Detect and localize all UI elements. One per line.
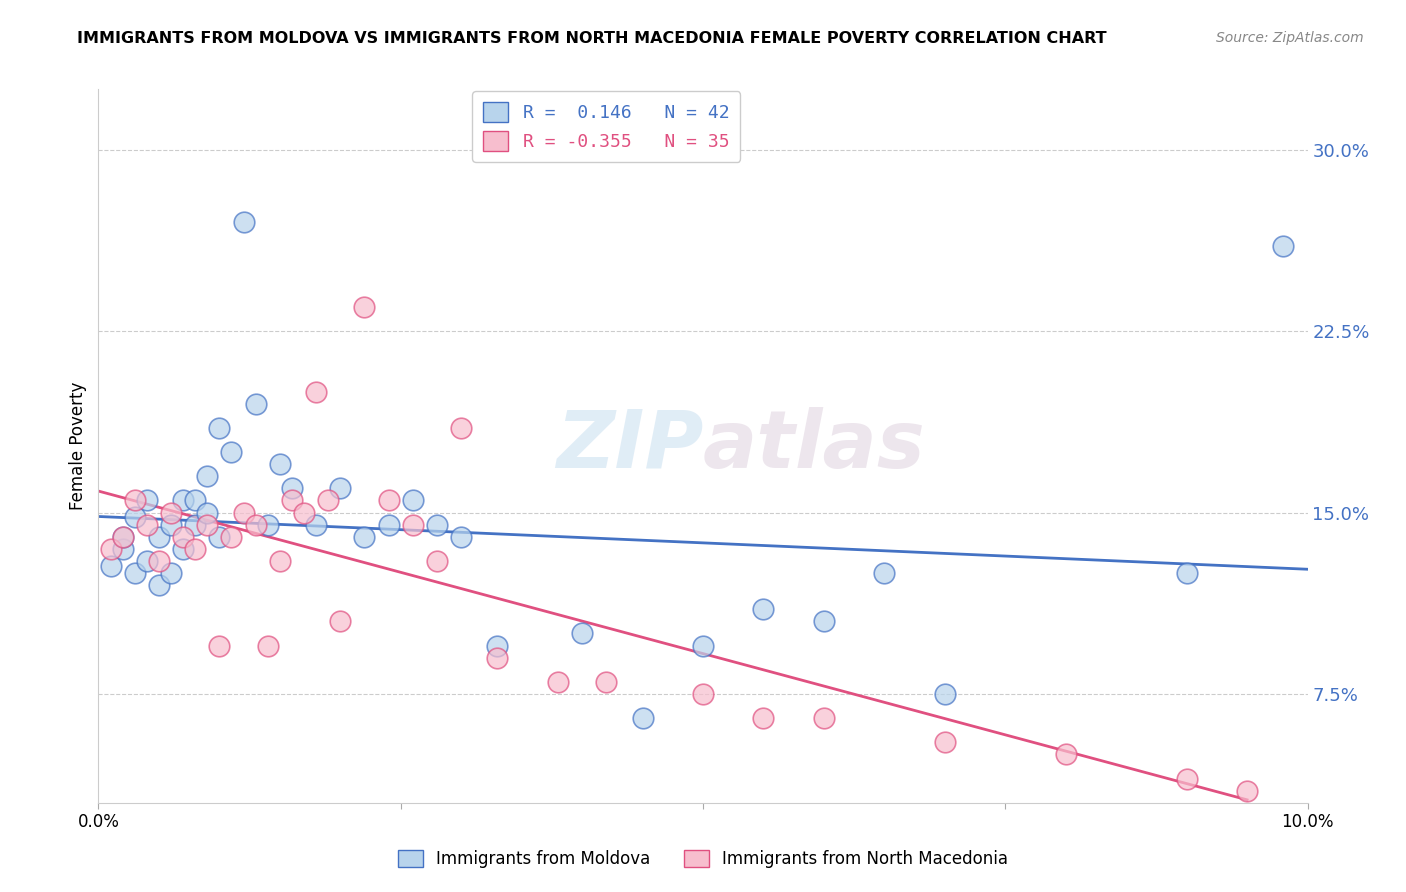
Text: ZIP: ZIP (555, 407, 703, 485)
Point (269, 554, 291, 568)
Point (124, 493, 146, 508)
Point (281, 493, 304, 508)
Legend: Immigrants from Moldova, Immigrants from North Macedonia: Immigrants from Moldova, Immigrants from… (391, 843, 1015, 875)
Point (873, 566, 896, 580)
Point (135, 554, 157, 568)
Text: IMMIGRANTS FROM MOLDOVA VS IMMIGRANTS FROM NORTH MACEDONIA FEMALE POVERTY CORREL: IMMIGRANTS FROM MOLDOVA VS IMMIGRANTS FR… (77, 31, 1107, 46)
Point (547, 674, 569, 689)
Point (148, 554, 170, 568)
Point (486, 639, 509, 653)
Point (208, 530, 231, 544)
Point (450, 530, 472, 544)
Point (184, 517, 207, 532)
Point (135, 493, 157, 508)
Point (450, 421, 472, 435)
Point (160, 506, 183, 520)
Point (402, 517, 425, 532)
Point (813, 711, 835, 725)
Point (269, 457, 291, 471)
Point (195, 506, 218, 520)
Point (208, 639, 231, 653)
Point (353, 530, 375, 544)
Point (135, 517, 157, 532)
Point (245, 517, 267, 532)
Point (934, 735, 956, 749)
Point (486, 650, 509, 665)
Point (305, 517, 328, 532)
Point (245, 397, 267, 411)
Point (100, 541, 122, 556)
Point (148, 578, 170, 592)
Point (208, 421, 231, 435)
Point (426, 554, 449, 568)
Point (221, 445, 243, 459)
Point (631, 711, 654, 725)
Point (692, 687, 714, 701)
Point (353, 300, 375, 314)
Point (329, 615, 352, 629)
Point (172, 493, 194, 508)
Point (221, 530, 243, 544)
Point (111, 541, 134, 556)
Point (172, 530, 194, 544)
Point (256, 639, 278, 653)
Point (1175, 772, 1198, 786)
Point (195, 517, 218, 532)
Point (172, 541, 194, 556)
Point (148, 530, 170, 544)
Legend: R =  0.146   N = 42, R = -0.355   N = 35: R = 0.146 N = 42, R = -0.355 N = 35 (472, 91, 741, 161)
Point (281, 481, 304, 495)
Point (292, 506, 315, 520)
Point (124, 510, 146, 524)
Point (184, 541, 207, 556)
Point (184, 493, 207, 508)
Point (813, 615, 835, 629)
Text: atlas: atlas (703, 407, 925, 485)
Point (692, 639, 714, 653)
Point (100, 558, 122, 573)
Point (402, 493, 425, 508)
Y-axis label: Female Poverty: Female Poverty (69, 382, 87, 510)
Text: Source: ZipAtlas.com: Source: ZipAtlas.com (1216, 31, 1364, 45)
Point (316, 493, 339, 508)
Point (426, 517, 449, 532)
Point (377, 517, 399, 532)
Point (377, 493, 399, 508)
Point (124, 566, 146, 580)
Point (195, 469, 218, 483)
Point (160, 517, 183, 532)
Point (595, 674, 617, 689)
Point (232, 506, 254, 520)
Point (1175, 566, 1198, 580)
Point (232, 215, 254, 229)
Point (111, 530, 134, 544)
Point (305, 384, 328, 399)
Point (160, 566, 183, 580)
Point (329, 481, 352, 495)
Point (752, 711, 775, 725)
Point (1054, 747, 1077, 762)
Point (111, 530, 134, 544)
Point (752, 602, 775, 616)
Point (1236, 783, 1258, 797)
Point (256, 517, 278, 532)
Point (934, 687, 956, 701)
Point (571, 626, 593, 640)
Point (1272, 239, 1295, 253)
